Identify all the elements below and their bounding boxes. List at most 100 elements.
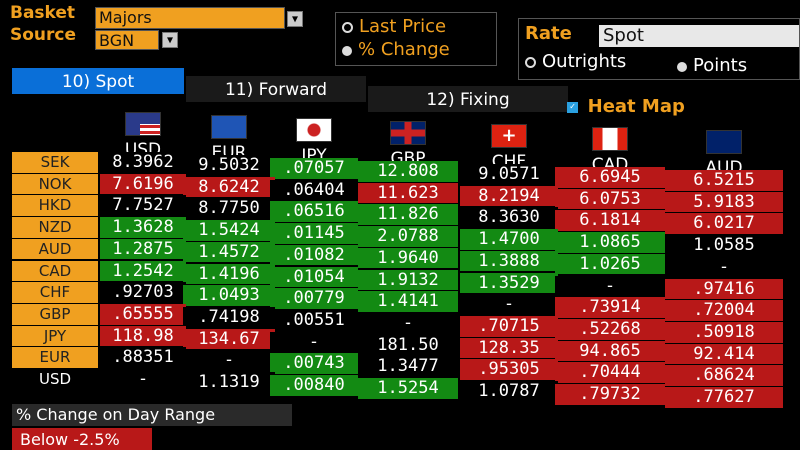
- rate-cell-cad-aud[interactable]: .97416: [665, 278, 783, 301]
- rate-cell-usd-chf[interactable]: 1.0787: [460, 381, 558, 403]
- rate-cell-nok-eur[interactable]: 8.6242: [183, 176, 275, 199]
- rate-cell-nok-aud[interactable]: 5.9183: [665, 191, 783, 214]
- rate-cell-cad-eur[interactable]: 1.4196: [183, 263, 275, 286]
- rate-cell-eur-eur[interactable]: -: [183, 350, 275, 372]
- rate-cell-cad-usd[interactable]: 1.2542: [100, 260, 186, 283]
- rate-cell-aud-eur[interactable]: 1.4572: [183, 241, 275, 264]
- rate-cell-gbp-jpy[interactable]: .00551: [270, 309, 358, 332]
- rate-cell-aud-jpy[interactable]: .01082: [270, 244, 358, 267]
- row-label-aud: AUD: [12, 238, 98, 261]
- rate-cell-cad-jpy[interactable]: .01054: [270, 266, 358, 289]
- rate-cell-nok-cad[interactable]: 6.0753: [555, 188, 665, 211]
- rate-cell-nok-jpy[interactable]: .06404: [270, 179, 358, 202]
- rate-cell-sek-usd[interactable]: 8.3962: [100, 152, 186, 174]
- rate-cell-hkd-usd[interactable]: 7.7527: [100, 195, 186, 218]
- rate-cell-hkd-jpy[interactable]: .06516: [270, 201, 358, 224]
- rate-cell-usd-cad[interactable]: .79732: [555, 384, 665, 406]
- rate-cell-aud-aud[interactable]: -: [665, 256, 783, 279]
- rate-cell-usd-usd[interactable]: -: [100, 369, 186, 391]
- rate-cell-gbp-cad[interactable]: .52268: [555, 318, 665, 341]
- rate-cell-sek-cad[interactable]: 6.6945: [555, 167, 665, 189]
- rate-cell-nzd-eur[interactable]: 1.5424: [183, 220, 275, 242]
- rate-cell-hkd-eur[interactable]: 8.7750: [183, 198, 275, 221]
- pct-change-radio[interactable]: % Change: [342, 39, 450, 60]
- source-dropdown-icon[interactable]: ▼: [162, 32, 178, 48]
- basket-select[interactable]: Majors: [95, 7, 285, 29]
- rate-cell-chf-jpy[interactable]: .00779: [270, 288, 358, 310]
- rate-cell-eur-jpy[interactable]: .00743: [270, 353, 358, 375]
- rate-cell-nok-gbp[interactable]: 11.623: [358, 182, 458, 205]
- rate-cell-sek-gbp[interactable]: 12.808: [358, 161, 458, 183]
- row-label-hkd: HKD: [12, 195, 98, 218]
- last-price-radio[interactable]: Last Price: [342, 16, 446, 37]
- rate-cell-eur-gbp[interactable]: 1.3477: [358, 356, 458, 378]
- outrights-label: Outrights: [542, 51, 627, 72]
- rate-cell-cad-chf[interactable]: 1.3529: [460, 272, 558, 295]
- rate-cell-usd-jpy[interactable]: .00840: [270, 375, 358, 397]
- tab-fixing[interactable]: 12) Fixing: [368, 86, 568, 112]
- rate-cell-gbp-chf[interactable]: .70715: [460, 315, 558, 338]
- canada-flag-icon: [592, 127, 628, 151]
- rate-cell-jpy-usd[interactable]: 118.98: [100, 325, 186, 348]
- rate-cell-eur-cad[interactable]: .70444: [555, 362, 665, 384]
- rate-cell-nok-usd[interactable]: 7.6196: [100, 173, 186, 196]
- rate-cell-chf-eur[interactable]: 1.0493: [183, 285, 275, 307]
- rate-cell-gbp-gbp[interactable]: -: [358, 312, 458, 335]
- source-label: Source: [10, 25, 77, 45]
- rate-cell-eur-aud[interactable]: .68624: [665, 365, 783, 387]
- rate-cell-hkd-chf[interactable]: 8.3630: [460, 207, 558, 230]
- tab-forward[interactable]: 11) Forward: [186, 76, 366, 102]
- rate-cell-chf-aud[interactable]: .72004: [665, 300, 783, 322]
- rate-cell-jpy-chf[interactable]: 128.35: [460, 337, 558, 360]
- rate-cell-nzd-gbp[interactable]: 2.0788: [358, 226, 458, 248]
- rate-cell-gbp-usd[interactable]: .65555: [100, 303, 186, 326]
- rate-cell-nzd-usd[interactable]: 1.3628: [100, 217, 186, 239]
- uk-flag-icon: [390, 121, 426, 145]
- rate-cell-usd-eur[interactable]: 1.1319: [183, 372, 275, 394]
- column-header-chf: + CHF: [460, 124, 558, 172]
- rate-cell-chf-chf[interactable]: -: [460, 294, 558, 316]
- rate-cell-aud-usd[interactable]: 1.2875: [100, 238, 186, 261]
- rate-cell-nzd-jpy[interactable]: .01145: [270, 223, 358, 245]
- rate-cell-hkd-aud[interactable]: 6.0217: [665, 213, 783, 236]
- rate-cell-nzd-aud[interactable]: 1.0585: [665, 235, 783, 257]
- rate-input[interactable]: Spot: [599, 25, 799, 47]
- source-select[interactable]: BGN: [95, 30, 159, 50]
- rate-cell-eur-chf[interactable]: .95305: [460, 359, 558, 381]
- rate-cell-usd-gbp[interactable]: 1.5254: [358, 378, 458, 400]
- rate-cell-sek-aud[interactable]: 6.5215: [665, 170, 783, 192]
- rate-cell-jpy-aud[interactable]: 92.414: [665, 343, 783, 366]
- rate-cell-jpy-cad[interactable]: 94.865: [555, 340, 665, 363]
- rate-cell-aud-cad[interactable]: 1.0265: [555, 253, 665, 276]
- rate-cell-hkd-cad[interactable]: 6.1814: [555, 210, 665, 233]
- rate-cell-hkd-gbp[interactable]: 11.826: [358, 204, 458, 227]
- eu-flag-icon: [211, 115, 247, 139]
- points-label: Points: [693, 55, 748, 76]
- rate-cell-nok-chf[interactable]: 8.2194: [460, 185, 558, 208]
- rate-cell-sek-eur[interactable]: 9.5032: [183, 155, 275, 177]
- rate-cell-nzd-cad[interactable]: 1.0865: [555, 232, 665, 254]
- rate-cell-jpy-eur[interactable]: 134.67: [183, 328, 275, 351]
- rate-cell-eur-usd[interactable]: .88351: [100, 347, 186, 369]
- rate-cell-jpy-jpy[interactable]: -: [270, 331, 358, 354]
- rate-cell-chf-gbp[interactable]: 1.4141: [358, 291, 458, 313]
- rate-cell-gbp-eur[interactable]: .74198: [183, 306, 275, 329]
- points-radio[interactable]: Points: [677, 55, 747, 76]
- rate-cell-aud-gbp[interactable]: 1.9640: [358, 247, 458, 270]
- rate-cell-gbp-aud[interactable]: .50918: [665, 321, 783, 344]
- tab-spot[interactable]: 10) Spot: [12, 68, 184, 94]
- rate-cell-aud-chf[interactable]: 1.3888: [460, 250, 558, 273]
- rate-cell-nzd-chf[interactable]: 1.4700: [460, 229, 558, 251]
- rate-cell-cad-cad[interactable]: -: [555, 275, 665, 298]
- rate-cell-sek-chf[interactable]: 9.0571: [460, 164, 558, 186]
- rate-cell-chf-cad[interactable]: .73914: [555, 297, 665, 319]
- outrights-radio[interactable]: Outrights: [525, 51, 626, 72]
- rate-cell-usd-aud[interactable]: .77627: [665, 387, 783, 409]
- rate-label: Rate: [525, 23, 572, 44]
- basket-dropdown-icon[interactable]: ▼: [287, 11, 303, 27]
- heatmap-toggle[interactable]: ✓ Heat Map: [567, 96, 685, 117]
- rate-cell-sek-jpy[interactable]: .07057: [270, 158, 358, 180]
- rate-cell-cad-gbp[interactable]: 1.9132: [358, 269, 458, 292]
- rate-cell-jpy-gbp[interactable]: 181.50: [358, 334, 458, 357]
- rate-cell-chf-usd[interactable]: .92703: [100, 282, 186, 304]
